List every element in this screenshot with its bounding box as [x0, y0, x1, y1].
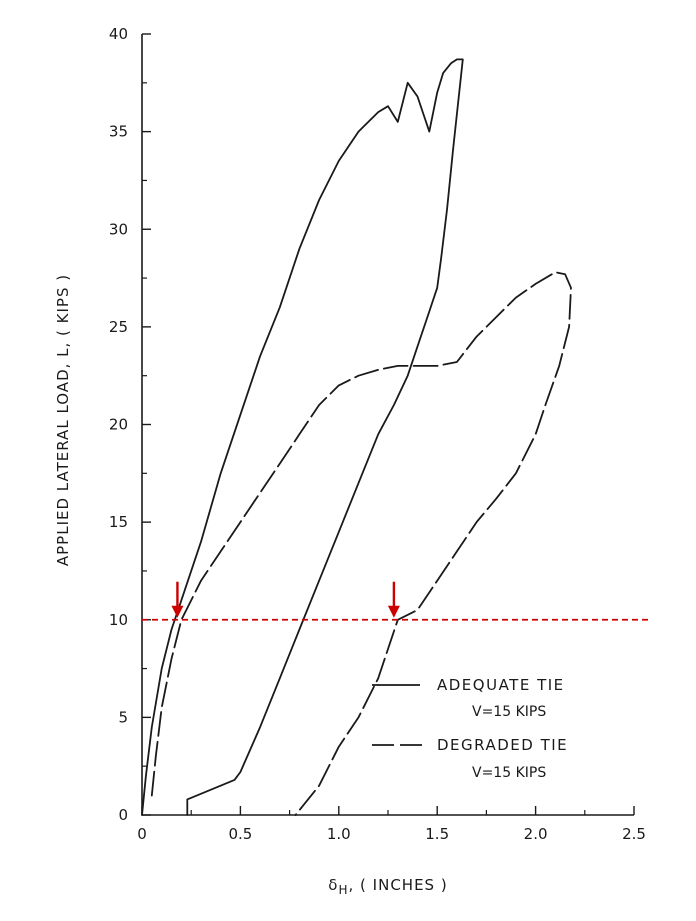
x-tick-label: 1.0 [327, 825, 351, 843]
x-tick-label: 1.5 [425, 825, 449, 843]
series-line-adequate-tie [141, 58, 464, 816]
y-tick-label: 25 [109, 318, 128, 336]
x-axis-title: δH, ( INCHES ) [328, 876, 447, 897]
y-tick-label: 5 [118, 708, 128, 726]
arrow-head [387, 605, 400, 618]
x-tick-label: 0 [137, 825, 147, 843]
x-axis: 0 0.5 1.0 1.5 2.0 2.5 [137, 806, 646, 843]
y-tick-label: 20 [109, 416, 128, 434]
y-tick-label: 40 [109, 25, 128, 43]
y-axis: 0 5 10 15 20 25 30 35 40 [109, 25, 151, 824]
y-tick-label: 0 [118, 806, 128, 824]
legend-note-adequate: V=15 KIPS [472, 704, 546, 720]
x-tick-label: 0.5 [228, 825, 252, 843]
y-axis-title: APPLIED LATERAL LOAD, L, ( KIPS ) [54, 274, 72, 566]
legend-note-degraded: V=15 KIPS [472, 765, 546, 781]
x-tick-label: 2.0 [524, 825, 548, 843]
x-axis-title-sub: H [338, 883, 348, 897]
x-tick-label: 2.5 [622, 825, 646, 843]
y-tick-label: 30 [109, 220, 128, 238]
annotation-layer [142, 581, 652, 621]
legend-label-adequate: ADEQUATE TIE [437, 676, 565, 694]
y-tick-label: 35 [109, 123, 128, 141]
y-tick-label: 15 [109, 513, 128, 531]
legend: ADEQUATE TIE V=15 KIPS DEGRADED TIE V=15… [372, 676, 568, 781]
arrow-head [171, 605, 184, 618]
y-tick-label: 10 [109, 611, 128, 629]
x-axis-title-main: δ [328, 876, 338, 894]
x-axis-title-rest: , ( INCHES ) [349, 876, 448, 894]
y-ticks: 0 5 10 15 20 25 30 35 40 [109, 25, 151, 824]
series-layer [141, 58, 572, 816]
legend-label-degraded: DEGRADED TIE [437, 736, 568, 754]
x-ticks: 0 0.5 1.0 1.5 2.0 2.5 [137, 806, 646, 843]
series-line-degraded-tie [150, 271, 572, 816]
